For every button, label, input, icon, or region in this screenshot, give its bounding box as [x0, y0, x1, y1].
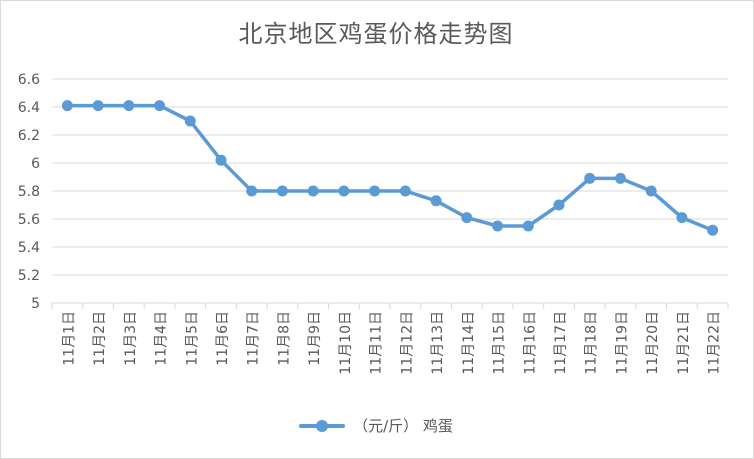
- y-tick-label-4: 5.8: [18, 184, 40, 200]
- x-tick-label-20: 11月21日: [676, 311, 692, 375]
- data-point-6: [246, 185, 258, 197]
- x-tick-label-9: 11月10日: [338, 311, 354, 375]
- legend: （元/斤） 鸡蛋: [0, 415, 752, 436]
- data-point-17: [584, 172, 596, 184]
- x-tick-label-17: 11月18日: [584, 311, 600, 375]
- data-point-3: [154, 100, 166, 112]
- x-tick-label-12: 11月13日: [430, 311, 446, 375]
- data-point-13: [461, 212, 473, 224]
- data-point-18: [614, 172, 626, 184]
- x-tick-label-5: 11月6日: [215, 311, 231, 366]
- data-point-19: [645, 185, 657, 197]
- legend-marker: [299, 419, 346, 432]
- chart-title: 北京地区鸡蛋价格走势图: [238, 20, 514, 48]
- data-point-5: [215, 154, 227, 166]
- y-tick-label-2: 5.4: [18, 240, 40, 256]
- x-tick-label-21: 11月22日: [707, 311, 723, 375]
- x-tick-label-10: 11月11日: [369, 311, 385, 375]
- data-point-4: [184, 115, 196, 127]
- series-line-0: [65, 103, 715, 232]
- data-point-8: [307, 185, 319, 197]
- data-point-10: [369, 185, 381, 197]
- data-point-1: [92, 100, 104, 112]
- y-tick-label-7: 6.4: [18, 100, 40, 116]
- x-tick-label-19: 11月20日: [645, 311, 661, 375]
- data-point-21: [707, 224, 719, 236]
- data-point-7: [276, 185, 288, 197]
- legend-label: （元/斤） 鸡蛋: [353, 417, 453, 435]
- data-point-9: [338, 185, 350, 197]
- data-point-2: [123, 100, 135, 112]
- x-tick-label-7: 11月8日: [276, 311, 292, 366]
- x-tick-label-3: 11月4日: [154, 311, 170, 366]
- x-tick-label-1: 11月2日: [92, 311, 108, 366]
- y-tick-label-3: 5.6: [18, 212, 40, 228]
- data-point-14: [492, 220, 504, 232]
- data-point-12: [430, 195, 442, 207]
- y-tick-label-6: 6.2: [18, 128, 40, 144]
- x-tick-label-4: 11月5日: [184, 311, 200, 366]
- x-tick-label-8: 11月9日: [307, 311, 323, 366]
- data-point-20: [676, 212, 688, 224]
- data-point-11: [399, 185, 411, 197]
- y-tick-label-8: 6.6: [18, 72, 40, 88]
- x-tick-label-2: 11月3日: [123, 311, 139, 366]
- data-point-16: [553, 199, 565, 211]
- y-tick-label-5: 6: [31, 156, 40, 172]
- data-point-0: [61, 100, 73, 112]
- x-tick-label-14: 11月15日: [492, 311, 508, 375]
- x-tick-label-0: 11月1日: [61, 311, 77, 366]
- x-tick-label-6: 11月7日: [246, 311, 262, 366]
- x-tick-label-13: 11月14日: [461, 311, 477, 375]
- y-tick-label-0: 5: [31, 296, 40, 312]
- x-tick-label-11: 11月12日: [399, 311, 415, 375]
- x-tick-label-18: 11月19日: [614, 311, 630, 375]
- x-tick-label-16: 11月17日: [553, 311, 569, 375]
- y-tick-label-1: 5.2: [18, 268, 40, 284]
- data-point-15: [522, 220, 534, 232]
- x-tick-label-15: 11月16日: [522, 311, 538, 375]
